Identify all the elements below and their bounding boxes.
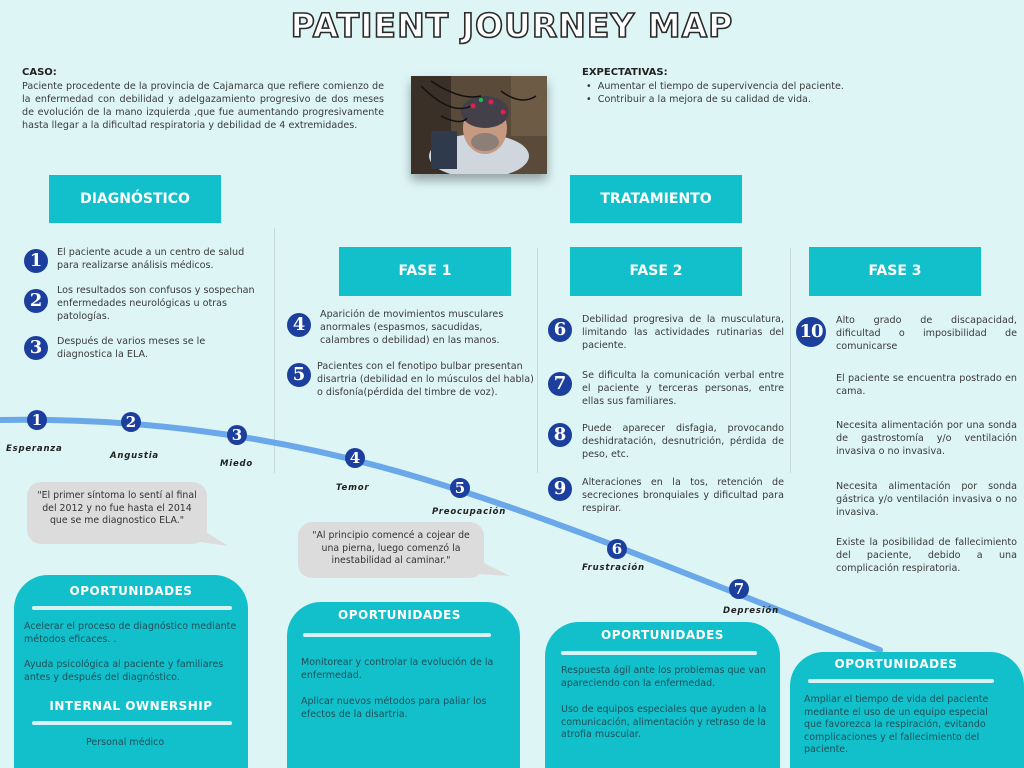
emotion-label-angustia: Angustia xyxy=(110,451,159,461)
tratamiento-header: TRATAMIENTO xyxy=(570,175,742,223)
internal-ownership-title: INTERNAL OWNERSHIP xyxy=(49,699,213,713)
phase3-note: Necesita alimentación por sonda gástrica… xyxy=(836,481,1017,518)
step-number-5: 5 xyxy=(287,363,311,387)
step-6-text: Debilidad progresiva de la musculatura, … xyxy=(582,314,784,351)
page-title: PATIENT JOURNEY MAP xyxy=(290,5,734,46)
opportunity-item: Acelerar el proceso de diagnóstico media… xyxy=(24,621,237,645)
fase-2-header: FASE 2 xyxy=(570,247,742,296)
quote-tail-2 xyxy=(478,560,510,576)
column-divider xyxy=(274,228,275,473)
step-1-text: El paciente acude a un centro de salud p… xyxy=(57,247,245,271)
opportunity-item: Respuesta ágil ante los problemas que va… xyxy=(561,665,766,689)
emotion-label-frustracion: Frustración xyxy=(582,563,645,573)
expectativa-item: • Contribuir a la mejora de su calidad d… xyxy=(586,94,811,105)
opportunity-item: Monitorear y controlar la evolución de l… xyxy=(301,657,494,681)
opportunity-item: Uso de equipos especiales que ayuden a l… xyxy=(561,704,767,740)
patient-photo-image xyxy=(411,76,547,174)
step-number-1: 1 xyxy=(24,249,48,273)
opportunities-panel-2: OPORTUNIDADES Monitorear y controlar la … xyxy=(287,602,520,768)
phase3-note: Existe la posibilidad de fallecimiento d… xyxy=(836,537,1017,574)
opportunity-item: Aplicar nuevos métodos para paliar los e… xyxy=(301,696,487,720)
column-divider xyxy=(790,248,791,473)
opportunities-title: OPORTUNIDADES xyxy=(338,608,461,622)
opportunities-panel-1: OPORTUNIDADES Acelerar el proceso de dia… xyxy=(14,575,248,768)
step-number-9: 9 xyxy=(548,477,572,501)
step-8-text: Puede aparecer disfagia, provocando desh… xyxy=(582,423,784,460)
quote-bubble-2: "Al principio comencé a cojear de una pi… xyxy=(298,522,484,578)
caso-label: CASO: xyxy=(22,67,57,78)
fase-1-header: FASE 1 xyxy=(339,247,511,296)
opportunity-item: Ayuda psicológica al paciente y familiar… xyxy=(24,659,224,683)
opportunities-panel-3: OPORTUNIDADES Respuesta ágil ante los pr… xyxy=(545,622,780,768)
emotion-label-preocupacion: Preocupación xyxy=(432,507,507,517)
step-number-2: 2 xyxy=(24,289,48,313)
step-7-text: Se dificulta la comunicación verbal entr… xyxy=(582,370,784,407)
emotion-label-miedo: Miedo xyxy=(220,459,254,469)
step-10-text: Alto grado de discapacidad, dificultad o… xyxy=(836,315,1017,352)
emotion-marker-5: 5 xyxy=(450,478,470,498)
emotion-marker-3: 3 xyxy=(227,425,247,445)
emotion-marker-7: 7 xyxy=(729,579,749,599)
step-number-10: 10 xyxy=(796,317,826,347)
quote-bubble-1: "El primer síntoma lo sentí al final del… xyxy=(27,482,207,544)
expectativa-item: • Aumentar el tiempo de supervivencia de… xyxy=(586,81,844,92)
phase3-note: El paciente se encuentra postrado en cam… xyxy=(836,373,1017,397)
opportunities-panel-4: OPORTUNIDADES Ampliar el tiempo de vida … xyxy=(790,652,1024,768)
step-number-8: 8 xyxy=(548,423,572,447)
panel-divider xyxy=(808,679,994,683)
step-9-text: Alteraciones en la tos, retención de sec… xyxy=(582,477,784,514)
panel-divider xyxy=(561,651,757,655)
step-3-text: Después de varios meses se le diagnostic… xyxy=(57,336,206,360)
quote-tail-1 xyxy=(200,528,228,546)
opportunity-item: Ampliar el tiempo de vida del paciente m… xyxy=(804,694,989,755)
emotion-label-esperanza: Esperanza xyxy=(6,444,63,454)
step-number-3: 3 xyxy=(24,336,48,360)
phase3-note: Necesita alimentación por una sonda de g… xyxy=(836,420,1017,457)
step-4-text: Aparición de movimientos musculares anor… xyxy=(320,309,504,346)
expectativas-label: EXPECTATIVAS: xyxy=(582,67,668,78)
emotion-marker-2: 2 xyxy=(121,412,141,432)
expectativas-list: • Aumentar el tiempo de supervivencia de… xyxy=(586,80,886,106)
patient-photo xyxy=(411,76,547,174)
step-5-text: Pacientes con el fenotipo bulbar present… xyxy=(317,361,534,398)
emotion-marker-1: 1 xyxy=(27,410,47,430)
step-2-text: Los resultados son confusos y sospechan … xyxy=(57,285,255,322)
opportunities-title: OPORTUNIDADES xyxy=(601,628,724,642)
step-number-6: 6 xyxy=(548,318,572,342)
column-divider xyxy=(537,248,538,473)
panel-divider xyxy=(32,721,232,725)
fase-3-header: FASE 3 xyxy=(809,247,981,296)
emotion-marker-4: 4 xyxy=(345,448,365,468)
diagnostico-header: DIAGNÓSTICO xyxy=(49,175,221,223)
emotion-marker-6: 6 xyxy=(607,539,627,559)
emotion-label-temor: Temor xyxy=(336,483,370,493)
panel-divider xyxy=(32,606,232,610)
internal-ownership-text: Personal médico xyxy=(86,737,165,748)
panel-divider xyxy=(303,633,491,637)
emotion-label-depresion: Depresión xyxy=(723,606,779,616)
step-number-4: 4 xyxy=(287,313,311,337)
caso-text: Paciente procedente de la provincia de C… xyxy=(22,81,384,131)
step-number-7: 7 xyxy=(548,372,572,396)
opportunities-title: OPORTUNIDADES xyxy=(69,584,193,598)
opportunities-title: OPORTUNIDADES xyxy=(834,657,958,671)
